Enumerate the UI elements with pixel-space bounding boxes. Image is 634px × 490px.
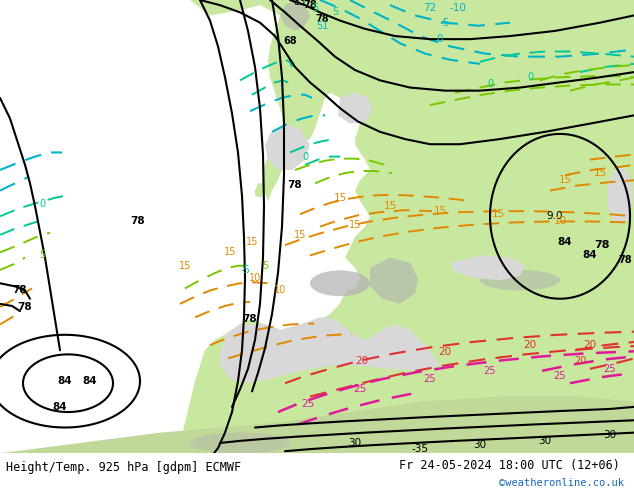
Text: 0: 0	[487, 79, 493, 90]
Text: 5: 5	[312, 3, 318, 13]
Text: 15: 15	[491, 209, 505, 219]
Text: 84: 84	[53, 402, 67, 412]
Text: 15: 15	[224, 247, 236, 257]
Text: 30: 30	[349, 438, 361, 448]
Text: 20: 20	[439, 347, 451, 357]
Text: 25: 25	[604, 364, 616, 374]
Text: 5: 5	[39, 250, 45, 261]
Text: 0: 0	[39, 199, 45, 209]
Text: 30: 30	[474, 440, 486, 450]
Text: 5: 5	[262, 261, 268, 271]
Text: 68: 68	[283, 36, 297, 46]
Text: 15: 15	[559, 175, 572, 185]
Text: 25: 25	[553, 371, 566, 381]
Text: 84: 84	[558, 237, 573, 247]
Text: 15: 15	[294, 230, 306, 240]
Polygon shape	[370, 258, 418, 304]
Text: 5: 5	[332, 7, 338, 17]
Text: 15: 15	[179, 261, 191, 271]
Text: 10: 10	[274, 286, 286, 295]
Text: 20: 20	[524, 340, 536, 350]
Text: 0: 0	[302, 151, 308, 162]
Polygon shape	[175, 0, 634, 453]
Text: 78: 78	[618, 255, 632, 265]
Text: 25: 25	[301, 399, 314, 409]
Text: 25: 25	[424, 374, 436, 384]
Text: 15: 15	[333, 193, 347, 203]
Polygon shape	[378, 314, 405, 348]
Polygon shape	[355, 119, 435, 175]
Text: 9.0: 9.0	[547, 211, 563, 221]
Text: 0: 0	[527, 72, 533, 82]
Text: 25: 25	[353, 384, 366, 394]
Text: 78: 78	[18, 302, 32, 312]
Polygon shape	[268, 0, 360, 144]
Text: 84: 84	[583, 250, 597, 261]
Text: 78: 78	[594, 240, 610, 250]
Polygon shape	[280, 0, 310, 31]
Polygon shape	[265, 123, 310, 170]
Text: 51: 51	[316, 21, 328, 31]
Text: 84: 84	[82, 376, 97, 386]
Text: 20: 20	[574, 356, 586, 366]
Text: 78: 78	[288, 180, 302, 191]
Polygon shape	[445, 263, 634, 309]
Polygon shape	[450, 255, 525, 280]
Text: 78: 78	[243, 315, 257, 324]
Polygon shape	[200, 319, 280, 407]
Text: 78: 78	[13, 286, 27, 295]
Text: 10: 10	[249, 273, 261, 283]
Text: 20: 20	[356, 356, 368, 366]
Text: -10: -10	[450, 3, 467, 13]
Text: 15: 15	[384, 201, 397, 211]
Text: 0: 0	[437, 34, 443, 44]
Text: 78: 78	[315, 14, 329, 24]
Text: 20: 20	[583, 340, 597, 350]
Polygon shape	[220, 318, 440, 383]
Ellipse shape	[190, 433, 290, 453]
Text: -5: -5	[440, 18, 450, 27]
Text: 78: 78	[303, 0, 317, 10]
Polygon shape	[0, 396, 634, 453]
Polygon shape	[262, 152, 282, 201]
Polygon shape	[430, 0, 634, 154]
Text: 25: 25	[484, 366, 496, 376]
Text: -5: -5	[240, 265, 250, 275]
Polygon shape	[338, 93, 372, 123]
Text: 30: 30	[604, 430, 616, 440]
Text: 15: 15	[349, 220, 361, 229]
Text: Height/Temp. 925 hPa [gdpm] ECMWF: Height/Temp. 925 hPa [gdpm] ECMWF	[6, 462, 242, 474]
Ellipse shape	[310, 270, 370, 296]
Text: 78: 78	[131, 217, 145, 226]
Text: -35: -35	[411, 444, 429, 454]
Text: 15: 15	[434, 206, 446, 216]
Text: 15: 15	[593, 168, 607, 178]
Text: 15: 15	[246, 237, 258, 247]
Polygon shape	[255, 183, 264, 198]
Text: 10: 10	[553, 217, 567, 226]
Ellipse shape	[607, 168, 633, 224]
Ellipse shape	[480, 270, 560, 291]
Polygon shape	[330, 289, 358, 332]
Text: 83: 83	[294, 0, 306, 7]
Text: ©weatheronline.co.uk: ©weatheronline.co.uk	[500, 478, 624, 489]
Text: Fr 24-05-2024 18:00 UTC (12+06): Fr 24-05-2024 18:00 UTC (12+06)	[399, 459, 620, 471]
Text: 84: 84	[58, 376, 72, 386]
Ellipse shape	[230, 349, 275, 368]
Text: 30: 30	[538, 436, 552, 446]
Text: 72: 72	[424, 3, 437, 13]
Polygon shape	[365, 0, 430, 82]
